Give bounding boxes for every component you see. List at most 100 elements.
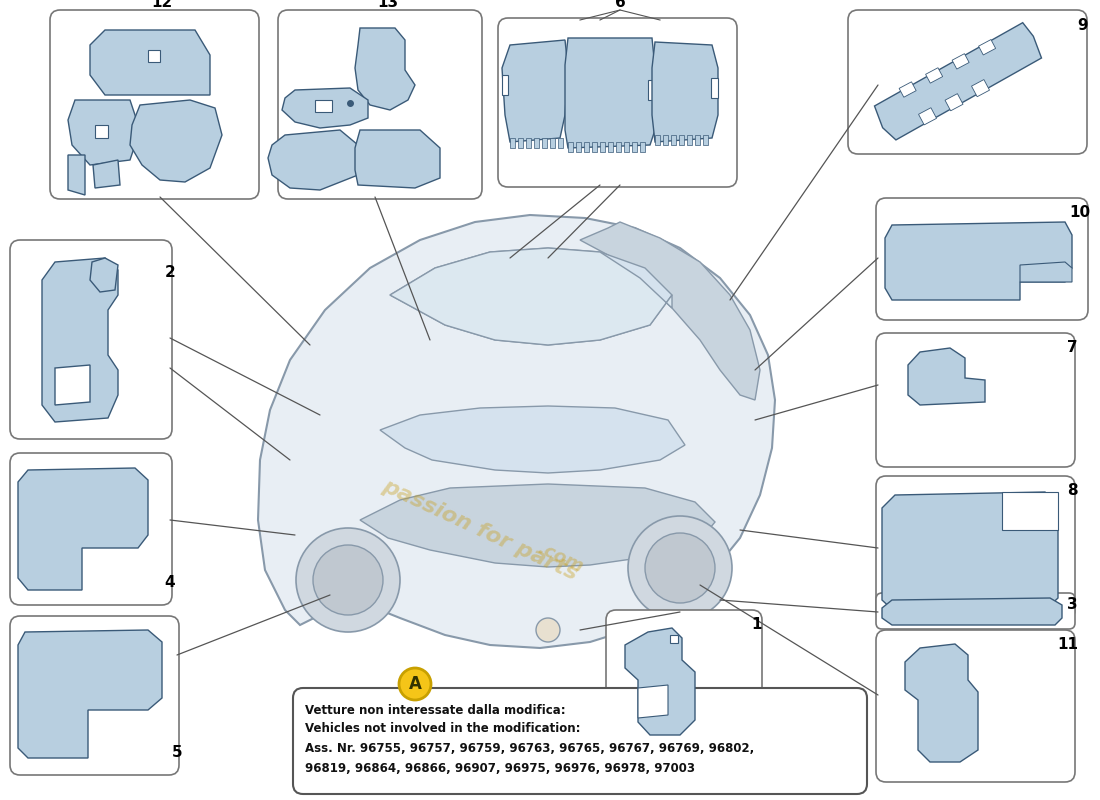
FancyBboxPatch shape: [876, 333, 1075, 467]
Polygon shape: [568, 142, 573, 152]
Polygon shape: [558, 138, 563, 148]
Circle shape: [296, 528, 400, 632]
Polygon shape: [68, 100, 140, 165]
Polygon shape: [679, 135, 684, 145]
Polygon shape: [632, 142, 637, 152]
Text: 2: 2: [164, 265, 175, 280]
Polygon shape: [905, 644, 978, 762]
Polygon shape: [654, 135, 660, 145]
Text: Vetture non interessate dalla modifica:: Vetture non interessate dalla modifica:: [305, 704, 565, 717]
Polygon shape: [1020, 262, 1072, 282]
Circle shape: [399, 668, 431, 700]
Polygon shape: [379, 406, 685, 473]
Polygon shape: [882, 492, 1058, 612]
Polygon shape: [1002, 492, 1058, 530]
Polygon shape: [268, 130, 358, 190]
Polygon shape: [502, 75, 508, 95]
Polygon shape: [608, 142, 613, 152]
Polygon shape: [584, 142, 588, 152]
Text: 12: 12: [152, 0, 173, 10]
Circle shape: [536, 618, 560, 642]
Polygon shape: [925, 68, 943, 83]
Polygon shape: [640, 142, 645, 152]
Polygon shape: [55, 365, 90, 405]
Text: 3: 3: [1067, 597, 1078, 612]
Text: .com: .com: [535, 539, 586, 577]
FancyBboxPatch shape: [50, 10, 258, 199]
Text: 1: 1: [751, 617, 762, 632]
Text: 13: 13: [377, 0, 398, 10]
Text: 11: 11: [1057, 637, 1078, 652]
FancyBboxPatch shape: [606, 610, 762, 782]
Text: 6: 6: [615, 0, 626, 10]
Polygon shape: [663, 135, 668, 145]
Polygon shape: [638, 685, 668, 718]
FancyBboxPatch shape: [848, 10, 1087, 154]
Polygon shape: [315, 100, 332, 112]
Polygon shape: [518, 138, 522, 148]
Polygon shape: [648, 80, 654, 100]
Polygon shape: [542, 138, 547, 148]
Polygon shape: [918, 108, 936, 125]
Text: 5: 5: [172, 745, 182, 760]
Polygon shape: [592, 142, 597, 152]
Text: A: A: [408, 675, 421, 693]
Text: 10: 10: [1069, 205, 1090, 220]
Polygon shape: [624, 142, 629, 152]
Polygon shape: [68, 155, 85, 195]
Polygon shape: [688, 135, 692, 145]
Polygon shape: [600, 142, 605, 152]
Polygon shape: [258, 215, 776, 648]
Polygon shape: [908, 348, 985, 405]
Polygon shape: [580, 222, 760, 400]
Polygon shape: [971, 79, 990, 97]
Polygon shape: [670, 635, 678, 643]
Polygon shape: [390, 248, 672, 345]
FancyBboxPatch shape: [876, 476, 1075, 620]
Polygon shape: [671, 135, 676, 145]
Polygon shape: [953, 54, 969, 69]
Circle shape: [628, 516, 732, 620]
Polygon shape: [979, 39, 996, 55]
Polygon shape: [390, 248, 672, 345]
Circle shape: [645, 533, 715, 603]
Text: Vehicles not involved in the modification:: Vehicles not involved in the modificatio…: [305, 722, 581, 735]
FancyBboxPatch shape: [876, 198, 1088, 320]
Text: 8: 8: [1067, 483, 1078, 498]
FancyBboxPatch shape: [876, 593, 1075, 629]
Polygon shape: [90, 30, 210, 95]
Text: 96819, 96864, 96866, 96907, 96975, 96976, 96978, 97003: 96819, 96864, 96866, 96907, 96975, 96976…: [305, 762, 695, 775]
FancyBboxPatch shape: [498, 18, 737, 187]
Polygon shape: [18, 630, 162, 758]
Polygon shape: [42, 258, 118, 422]
Polygon shape: [355, 130, 440, 188]
Text: 9: 9: [1077, 18, 1088, 33]
Polygon shape: [95, 125, 108, 138]
Polygon shape: [886, 222, 1072, 300]
FancyBboxPatch shape: [10, 240, 172, 439]
Text: passion for parts: passion for parts: [379, 476, 581, 584]
FancyBboxPatch shape: [10, 453, 172, 605]
Polygon shape: [90, 258, 118, 292]
Polygon shape: [282, 88, 369, 128]
Polygon shape: [695, 135, 700, 145]
Text: 4: 4: [164, 575, 175, 590]
Polygon shape: [18, 468, 148, 590]
Polygon shape: [534, 138, 539, 148]
FancyBboxPatch shape: [293, 688, 867, 794]
Polygon shape: [360, 484, 715, 567]
Polygon shape: [874, 22, 1042, 140]
Circle shape: [314, 545, 383, 615]
Polygon shape: [625, 628, 695, 735]
FancyBboxPatch shape: [10, 616, 179, 775]
Polygon shape: [703, 135, 708, 145]
FancyBboxPatch shape: [876, 630, 1075, 782]
FancyBboxPatch shape: [278, 10, 482, 199]
Polygon shape: [882, 598, 1062, 625]
Polygon shape: [130, 100, 222, 182]
Text: 7: 7: [1067, 340, 1078, 355]
Polygon shape: [502, 40, 568, 142]
Polygon shape: [510, 138, 515, 148]
Polygon shape: [355, 28, 415, 110]
Polygon shape: [652, 42, 718, 142]
